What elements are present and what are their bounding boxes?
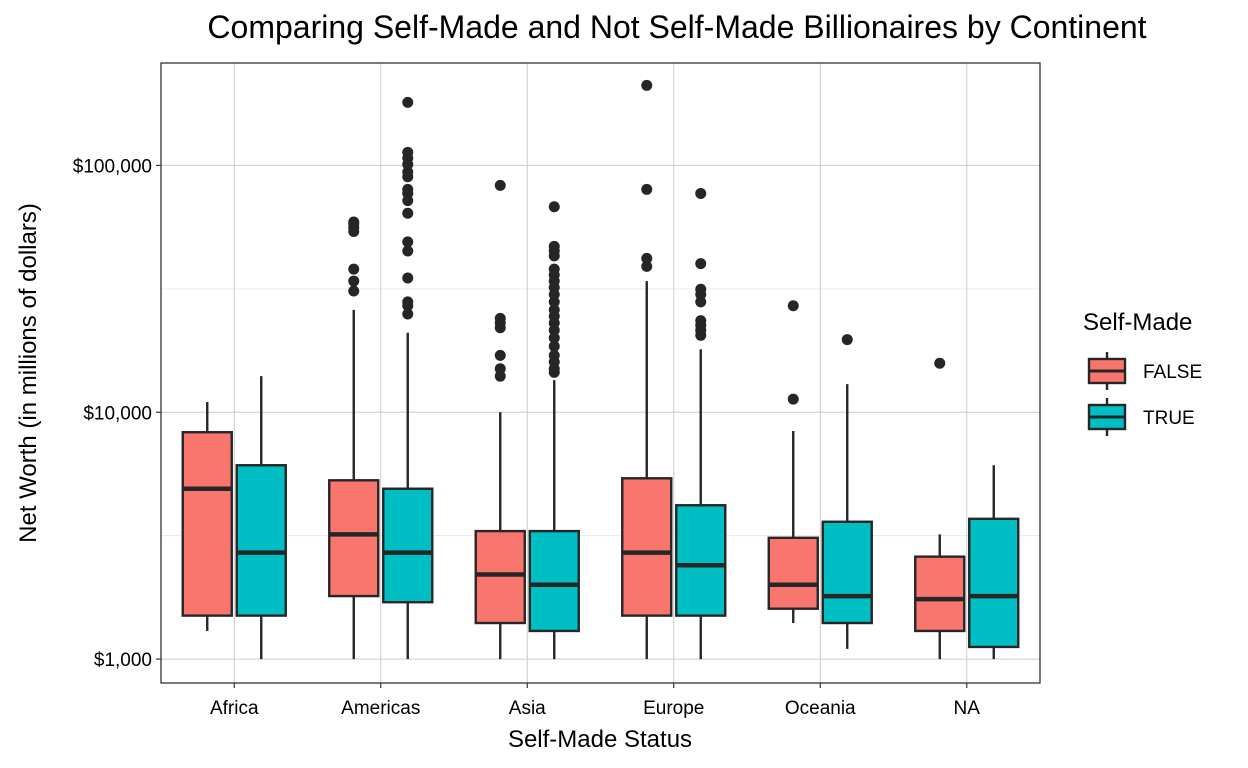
box-false-2 <box>474 179 526 660</box>
plot-panel <box>160 62 1041 684</box>
outlier-point-14 <box>402 146 414 158</box>
box-true-2 <box>528 201 580 660</box>
outlier-point-1 <box>494 363 506 375</box>
outlier-point-0 <box>841 334 853 346</box>
box-body <box>328 479 380 598</box>
outlier-point-19 <box>548 201 560 213</box>
outlier-point-3 <box>548 349 560 361</box>
outlier-point-0 <box>787 393 799 405</box>
outlier-point-18 <box>548 240 560 252</box>
outlier-point-2 <box>348 263 360 275</box>
outlier-point-11 <box>402 166 414 178</box>
x-tick-label-4: Oceania <box>785 698 856 719</box>
box-true-0 <box>235 376 287 660</box>
legend-items: FALSE TRUE <box>1087 352 1202 436</box>
outlier-point-9 <box>548 304 560 316</box>
outlier-point-7 <box>695 258 707 270</box>
grid-lines <box>161 63 1040 683</box>
box-true-1 <box>382 96 434 660</box>
y-tick-label-1: $10,000 <box>83 403 152 424</box>
box-true-3 <box>675 187 727 660</box>
box-body <box>821 520 873 625</box>
outlier-point-5 <box>402 236 414 248</box>
y-axis: $1,000 $10,000 $100,000 <box>73 156 161 671</box>
outlier-point-6 <box>402 207 414 219</box>
box-false-4 <box>767 300 819 624</box>
outlier-point-5 <box>548 332 560 344</box>
outlier-point-0 <box>934 357 946 369</box>
outlier-point-4 <box>548 340 560 352</box>
outlier-point-0 <box>641 260 653 272</box>
box-body <box>181 431 233 617</box>
legend: Self-Made FALSE TRUE <box>1083 309 1202 436</box>
outlier-point-2 <box>641 183 653 195</box>
legend-item-true: TRUE <box>1087 398 1195 436</box>
outlier-point-8 <box>695 187 707 199</box>
outlier-point-3 <box>402 272 414 284</box>
panel-border <box>160 62 1041 684</box>
y-tick-label-0: $1,000 <box>94 650 152 671</box>
outlier-point-2 <box>494 349 506 361</box>
outlier-point-0 <box>348 285 360 297</box>
box-body <box>914 555 966 633</box>
box-body <box>474 529 526 625</box>
chart-title: Comparing Self-Made and Not Self-Made Bi… <box>207 9 1146 45</box>
box-body <box>675 504 727 617</box>
legend-title: Self-Made <box>1083 309 1192 336</box>
outlier-point-15 <box>548 263 560 275</box>
outlier-point-2 <box>402 296 414 308</box>
box-false-3 <box>621 79 673 660</box>
outlier-point-1 <box>348 275 360 287</box>
outlier-point-3 <box>641 79 653 91</box>
box-body <box>235 464 287 617</box>
outlier-point-6 <box>695 283 707 295</box>
outlier-point-1 <box>641 252 653 264</box>
box-false-1 <box>328 216 380 660</box>
box-body <box>968 517 1020 649</box>
box-false-0 <box>181 402 233 631</box>
box-false-5 <box>914 357 966 660</box>
legend-label: FALSE <box>1143 362 1202 383</box>
outlier-point-1 <box>787 300 799 312</box>
outlier-point-0 <box>402 308 414 320</box>
x-tick-label-0: Africa <box>210 698 259 719</box>
box-body <box>382 487 434 604</box>
x-tick-label-1: Americas <box>341 698 420 719</box>
x-tick-label-5: NA <box>954 698 981 719</box>
box-true-5 <box>968 465 1020 660</box>
outlier-point-5 <box>494 312 506 324</box>
y-tick-label-2: $100,000 <box>73 156 152 177</box>
outlier-point-6 <box>348 216 360 228</box>
x-axis-title: Self-Made Status <box>508 726 692 753</box>
x-tick-label-3: Europe <box>643 698 704 719</box>
box-true-4 <box>821 334 873 649</box>
outlier-point-15 <box>402 96 414 108</box>
box-body <box>621 477 673 617</box>
y-axis-title: Net Worth (in millions of dollars) <box>15 203 42 543</box>
legend-item-false: FALSE <box>1087 352 1202 390</box>
box-body <box>767 536 819 610</box>
x-axis: Africa Americas Asia Europe Oceania NA <box>210 683 980 719</box>
outlier-point-9 <box>402 183 414 195</box>
outlier-point-4 <box>402 245 414 257</box>
outlier-point-6 <box>494 179 506 191</box>
box-layer <box>181 79 1020 660</box>
legend-label: TRUE <box>1143 408 1195 429</box>
x-tick-label-2: Asia <box>509 698 546 719</box>
box-body <box>528 529 580 633</box>
outlier-point-3 <box>695 315 707 327</box>
